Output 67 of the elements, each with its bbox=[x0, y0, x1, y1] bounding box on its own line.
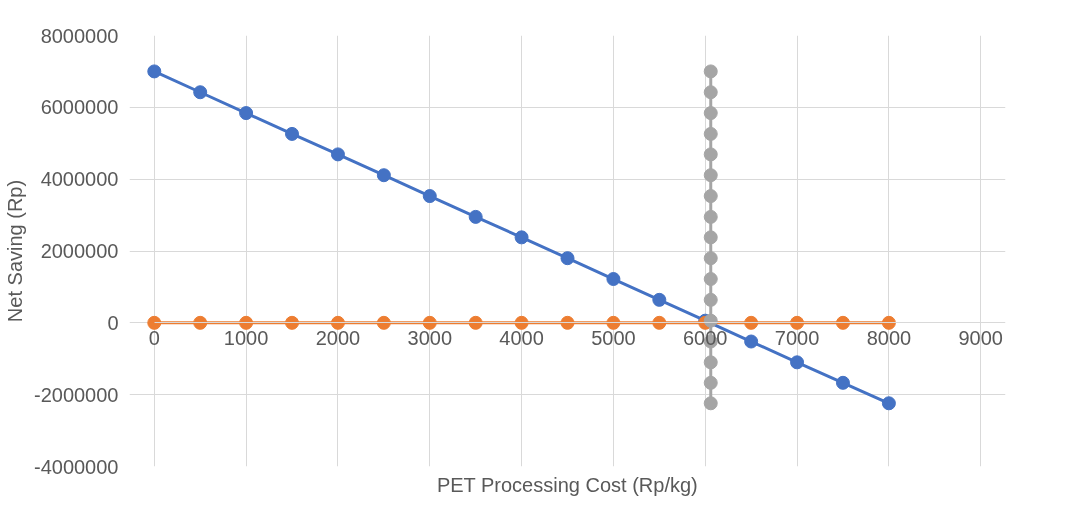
point bbox=[422, 315, 437, 330]
point bbox=[744, 315, 759, 330]
x-tick-label: 8000 bbox=[866, 326, 912, 349]
x-tick-label: 5000 bbox=[591, 326, 636, 349]
y-tick-label: -2000000 bbox=[33, 383, 119, 406]
point bbox=[703, 313, 718, 328]
x-tick-label: 4000 bbox=[499, 326, 544, 349]
point bbox=[703, 168, 718, 183]
point bbox=[881, 396, 896, 411]
point bbox=[330, 315, 345, 330]
point bbox=[376, 168, 391, 183]
point bbox=[514, 315, 529, 330]
point bbox=[147, 315, 162, 330]
point bbox=[835, 375, 850, 390]
point bbox=[330, 147, 345, 162]
point bbox=[147, 64, 162, 79]
y-tick-label: -4000000 bbox=[33, 455, 119, 478]
point bbox=[376, 315, 391, 330]
y-tick-label: 0 bbox=[107, 311, 119, 334]
point bbox=[514, 230, 529, 245]
point bbox=[703, 64, 718, 79]
point bbox=[652, 292, 667, 307]
point bbox=[703, 106, 718, 121]
point bbox=[606, 272, 621, 286]
point bbox=[703, 396, 718, 411]
point bbox=[744, 334, 759, 349]
point bbox=[881, 315, 896, 330]
point bbox=[835, 315, 850, 330]
y-tick-label: 8000000 bbox=[40, 24, 119, 47]
y-axis-title: Net Saving (Rp) bbox=[3, 179, 26, 323]
x-tick-label: 2000 bbox=[315, 326, 361, 349]
point bbox=[703, 126, 718, 141]
y-tick-label: 4000000 bbox=[40, 168, 119, 191]
point bbox=[285, 315, 300, 330]
point bbox=[703, 230, 718, 245]
point bbox=[239, 315, 254, 330]
point bbox=[790, 315, 805, 330]
point bbox=[606, 315, 621, 330]
x-tick-label: 0 bbox=[148, 326, 160, 349]
x-tick-label: 6000 bbox=[682, 326, 728, 349]
point bbox=[790, 355, 805, 370]
point bbox=[703, 272, 718, 286]
point bbox=[560, 251, 575, 266]
point bbox=[703, 189, 718, 204]
point bbox=[703, 292, 718, 307]
y-tick-label: 2000000 bbox=[40, 240, 119, 262]
point bbox=[285, 126, 300, 141]
point bbox=[560, 315, 575, 330]
x-tick-label: 7000 bbox=[774, 326, 820, 349]
point bbox=[703, 251, 718, 266]
point bbox=[193, 315, 208, 330]
x-tick-label: 9000 bbox=[958, 326, 1003, 349]
point bbox=[239, 106, 254, 121]
y-tick-label: 6000000 bbox=[40, 96, 119, 119]
x-tick-label: 3000 bbox=[407, 326, 453, 349]
point bbox=[703, 209, 718, 224]
point bbox=[703, 375, 718, 390]
point bbox=[468, 209, 483, 224]
point bbox=[703, 355, 718, 370]
x-axis-title: PET Processing Cost (Rp/kg) bbox=[436, 473, 698, 496]
point bbox=[468, 315, 483, 330]
point bbox=[422, 189, 437, 204]
point bbox=[703, 147, 718, 162]
point bbox=[652, 315, 667, 330]
point bbox=[703, 85, 718, 100]
point bbox=[193, 85, 208, 100]
x-tick-label: 1000 bbox=[223, 326, 269, 349]
